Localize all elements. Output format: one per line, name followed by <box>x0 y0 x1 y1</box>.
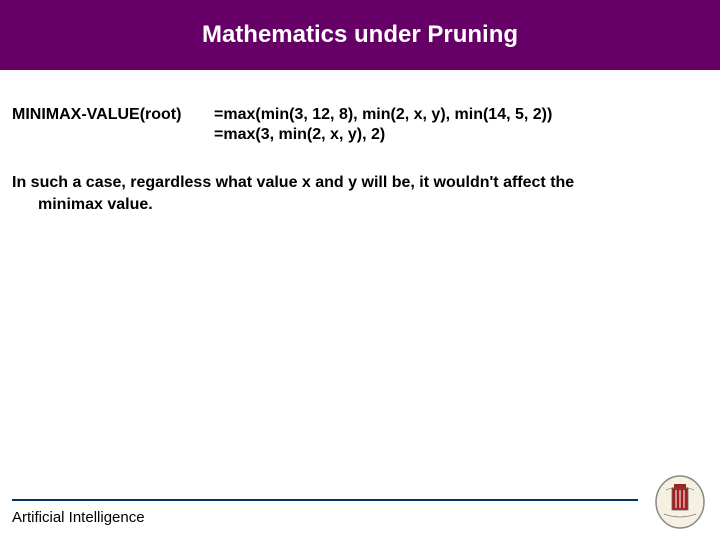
equation-label: MINIMAX-VALUE(root) <box>12 106 214 124</box>
university-seal-icon <box>654 474 706 530</box>
explanation-block: In such a case, regardless what value x … <box>12 172 708 215</box>
equation-row-1: MINIMAX-VALUE(root) =max(min(3, 12, 8), … <box>12 106 708 124</box>
explanation-line-2: minimax value. <box>38 194 708 216</box>
equation-line-2: =max(3, min(2, x, y), 2) <box>214 126 708 144</box>
footer-divider <box>12 499 638 501</box>
equation-line-1: =max(min(3, 12, 8), min(2, x, y), min(14… <box>214 106 708 124</box>
content-area: MINIMAX-VALUE(root) =max(min(3, 12, 8), … <box>0 70 720 215</box>
title-bar: Mathematics under Pruning <box>0 0 720 70</box>
slide-title: Mathematics under Pruning <box>202 21 518 49</box>
explanation-line-1: In such a case, regardless what value x … <box>12 172 708 194</box>
footer: Artificial Intelligence <box>12 499 708 526</box>
footer-text: Artificial Intelligence <box>12 509 708 526</box>
